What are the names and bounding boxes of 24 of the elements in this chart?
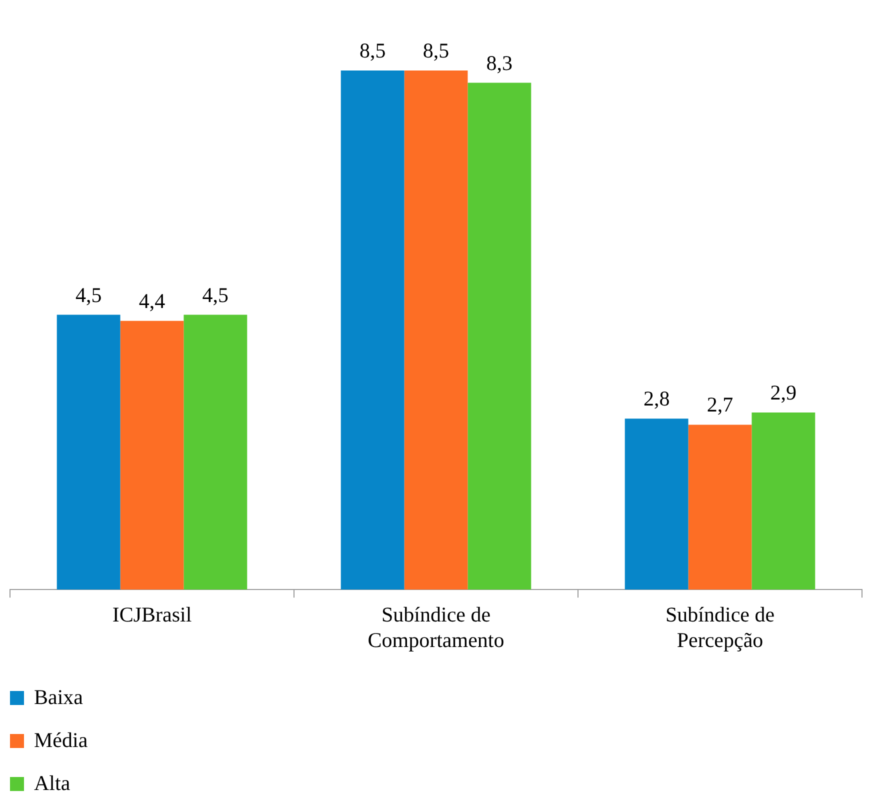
bar: [688, 424, 752, 590]
bar: [404, 70, 468, 590]
bar: [752, 412, 816, 590]
data-label: 4,5: [75, 282, 102, 307]
x-tick-label: Subíndice de Comportamento: [368, 602, 504, 652]
bar: [120, 320, 184, 590]
legend-label: Média: [34, 728, 88, 753]
data-label: 4,5: [202, 282, 229, 307]
bar: [56, 314, 120, 590]
data-label: 4,4: [138, 288, 166, 313]
data-label: 2,8: [643, 386, 670, 411]
data-label: 8,5: [359, 38, 386, 63]
bar: [340, 70, 404, 590]
bar: [468, 82, 532, 590]
data-label: 2,7: [706, 392, 734, 417]
data-label: 2,9: [770, 380, 797, 405]
legend-label: Alta: [34, 771, 70, 792]
data-label: 8,5: [422, 38, 450, 63]
bar: [184, 314, 248, 590]
x-tick-label: Subíndice de Percepção: [665, 602, 775, 652]
legend-label: Baixa: [34, 685, 83, 710]
bar: [624, 418, 688, 590]
data-label: 8,3: [486, 50, 513, 75]
x-tick-label: ICJBrasil: [112, 602, 192, 627]
